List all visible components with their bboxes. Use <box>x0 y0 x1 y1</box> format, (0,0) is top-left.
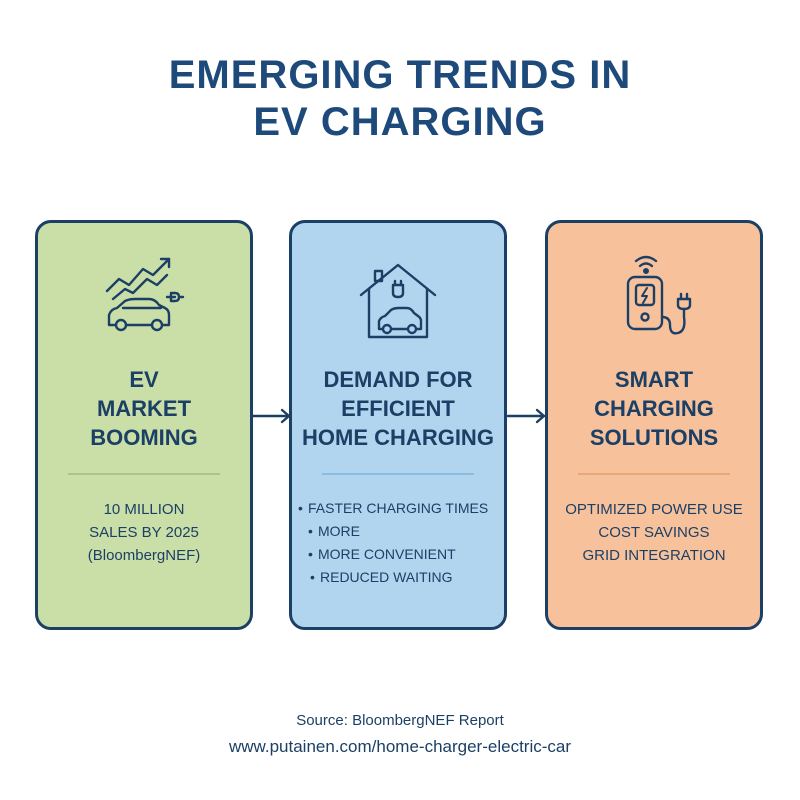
card-smart-charging: SMART CHARGING SOLUTIONS OPTIMIZED POWER… <box>545 220 763 630</box>
arrow-right-icon <box>507 408 546 424</box>
growth-chart-car-plug-icon <box>105 257 185 332</box>
source-note: Source: BloombergNEF Report <box>296 712 504 729</box>
list-item: • FASTER CHARGING TIMES <box>298 500 489 516</box>
house-car-plug-icon <box>359 263 437 339</box>
list-item: • REDUCED WAITING <box>310 569 453 585</box>
benefits-list: • FASTER CHARGING TIMES • MORE • MORE CONVE… <box>292 497 504 589</box>
card-body: 10 MILLION SALES BY 2025 (BloombergNEF) <box>87 501 201 564</box>
card-heading: SMART CHARGING SOLUTIONS <box>589 367 719 450</box>
source-url: www.putainen.com/home-charger-electric-c… <box>228 737 572 756</box>
divider <box>68 473 220 475</box>
arrow-right-icon <box>252 408 291 424</box>
divider <box>578 473 730 475</box>
card-heading: DEMAND FOR EFFICIENT HOME CHARGING <box>302 367 494 450</box>
card-body: OPTIMIZED POWER USE COST SAVINGS GRID IN… <box>565 501 743 564</box>
list-item: • MORE CONVENIENT <box>308 546 456 562</box>
card-home-charging: DEMAND FOR EFFICIENT HOME CHARGING • FAST… <box>289 220 507 630</box>
title-line-1: EMERGING TRENDS IN <box>168 53 632 97</box>
page-title: EMERGING TRENDS IN EV CHARGING <box>0 52 800 146</box>
smart-charger-wifi-icon <box>626 255 692 335</box>
divider <box>322 473 474 475</box>
list-item: • MORE <box>308 523 360 539</box>
title-line-2: EV CHARGING <box>253 100 547 144</box>
card-heading: EV MARKET BOOMING <box>90 367 198 450</box>
card-ev-market: EV MARKET BOOMING 10 MILLION SALES BY 20… <box>35 220 253 630</box>
